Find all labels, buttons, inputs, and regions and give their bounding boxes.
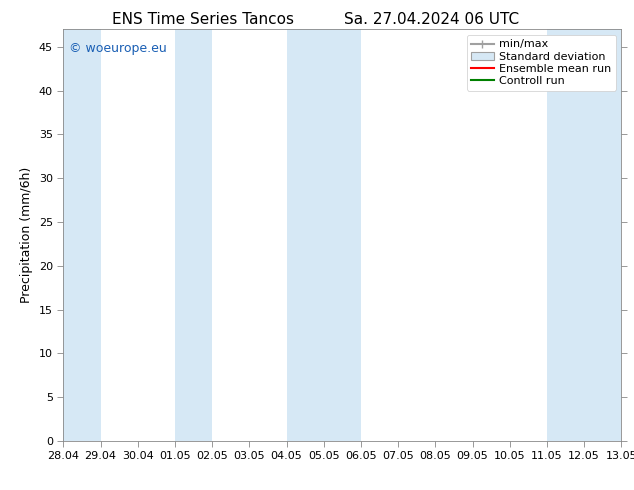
Text: Sa. 27.04.2024 06 UTC: Sa. 27.04.2024 06 UTC [344,12,519,27]
Y-axis label: Precipitation (mm/6h): Precipitation (mm/6h) [20,167,34,303]
Bar [175,29,212,441]
Bar [547,29,621,441]
Bar [63,29,101,441]
Legend: min/max, Standard deviation, Ensemble mean run, Controll run: min/max, Standard deviation, Ensemble me… [467,35,616,91]
Text: ENS Time Series Tancos: ENS Time Series Tancos [112,12,294,27]
Bar [287,29,361,441]
Text: © woeurope.eu: © woeurope.eu [69,42,167,55]
